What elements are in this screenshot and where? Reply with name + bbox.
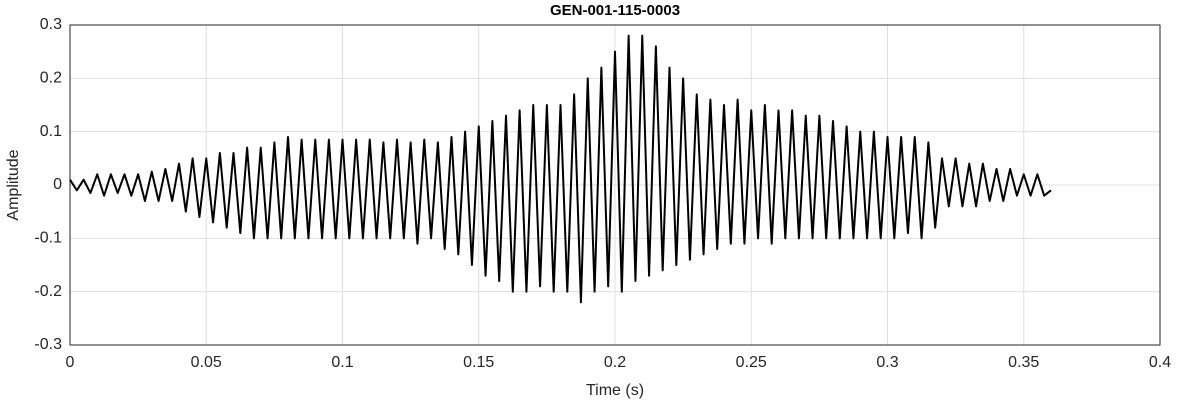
y-tick-label: -0.2 [34, 283, 62, 300]
x-tick-label: 0.3 [876, 354, 898, 371]
y-tick-label: 0 [53, 176, 62, 193]
y-tick-label: 0.2 [40, 70, 62, 87]
x-axis-label: Time (s) [586, 382, 644, 399]
x-tick-label: 0.2 [604, 354, 626, 371]
x-tick-label: 0.35 [1008, 354, 1039, 371]
x-tick-label: 0 [66, 354, 75, 371]
waveform-line [69, 34, 1052, 304]
x-tick-label: 0.15 [463, 354, 494, 371]
y-tick-label: -0.3 [34, 336, 62, 353]
y-tick-label: 0.3 [40, 16, 62, 33]
x-tick-label: 0.4 [1149, 354, 1171, 371]
x-tick-label: 0.25 [736, 354, 767, 371]
x-tick-label: 0.05 [191, 354, 222, 371]
chart-title: GEN-001-115-0003 [550, 2, 680, 19]
y-tick-label: 0.1 [40, 123, 62, 140]
y-tick-label: -0.1 [34, 230, 62, 247]
plot-frame [69, 24, 1161, 346]
x-tick-label: 0.1 [331, 354, 353, 371]
y-axis-label: Amplitude [5, 149, 22, 220]
